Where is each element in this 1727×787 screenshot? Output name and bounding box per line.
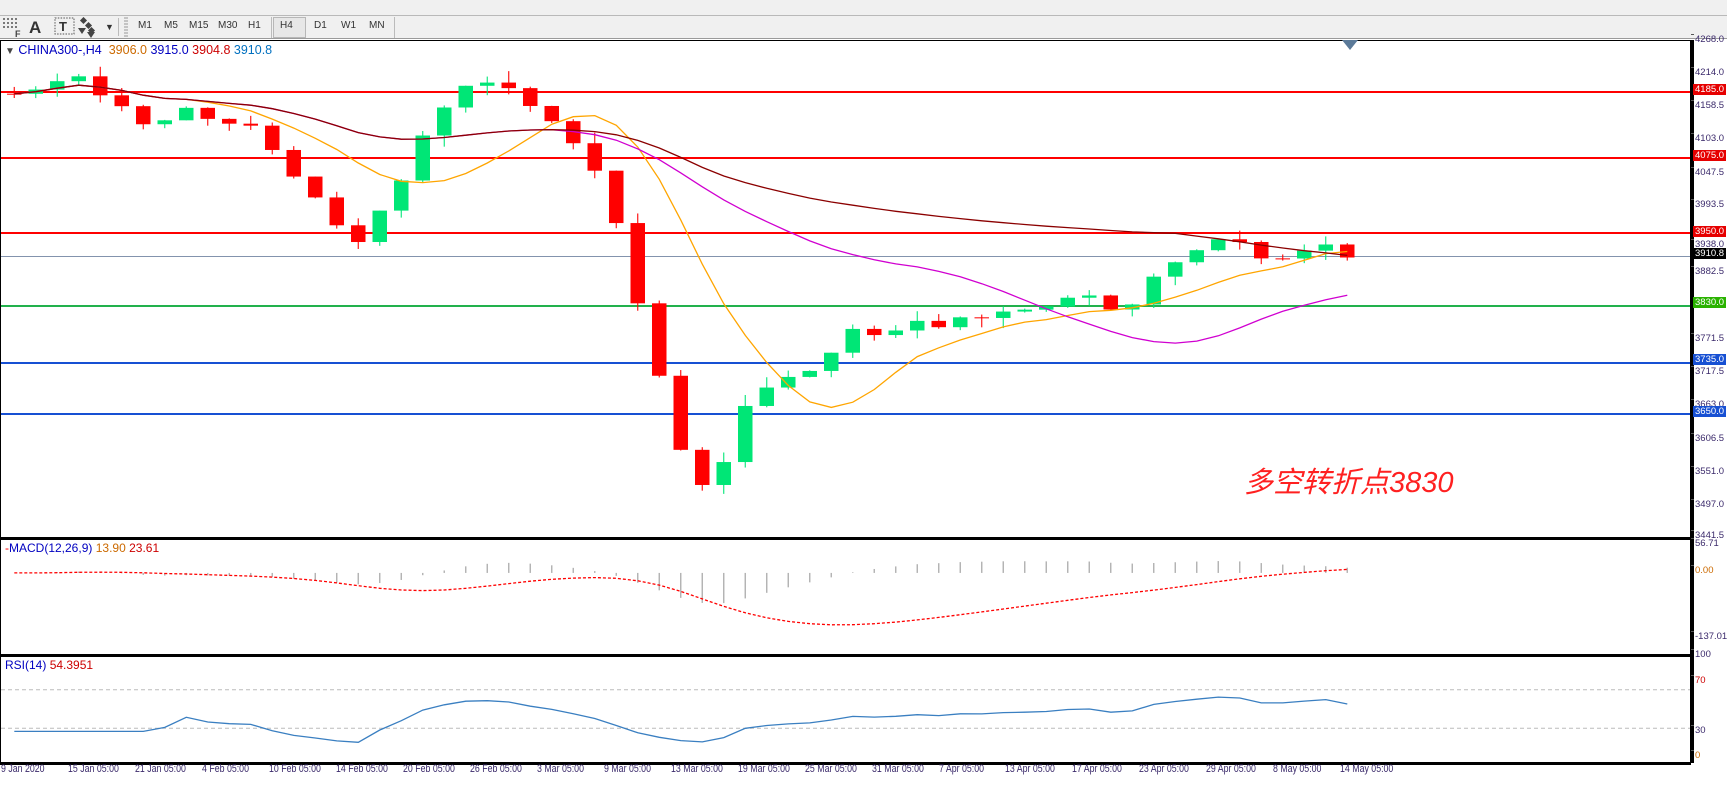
svg-text:F: F	[15, 29, 21, 39]
svg-text:T: T	[59, 19, 67, 34]
